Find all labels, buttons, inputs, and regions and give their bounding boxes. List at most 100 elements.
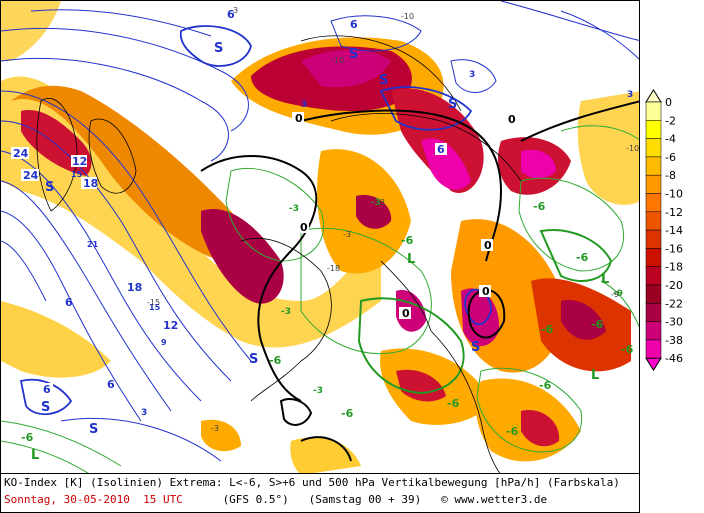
green-label: -6 bbox=[539, 379, 552, 392]
footer-meta: Sonntag, 30-05-2010 15 UTC (GFS 0.5°) (S… bbox=[4, 493, 547, 506]
footer-description: KO-Index [K] (Isolinien) Extrema: L<-6, … bbox=[4, 476, 620, 489]
scale-top-arrow bbox=[645, 89, 662, 103]
ko-index-negative-isolines bbox=[1, 125, 639, 473]
scale-label: -8 bbox=[665, 169, 676, 182]
scale-swatch bbox=[645, 303, 662, 322]
scale-swatch bbox=[645, 266, 662, 286]
scale-swatch bbox=[645, 248, 662, 267]
color-scale-svg: 0 -2 -4 -6 -8 -10 -12 -14 -16 -18 -20 -22 -30 -38 -46 bbox=[645, 89, 683, 372]
green-label: -3 bbox=[313, 386, 323, 396]
scale-swatch bbox=[645, 101, 662, 121]
blue-label: 3 bbox=[627, 90, 633, 100]
ko-index-isolines bbox=[1, 1, 639, 462]
green-label: -6 bbox=[401, 234, 414, 247]
scale-label: -2 bbox=[665, 114, 676, 127]
blue-label: 3 bbox=[141, 408, 147, 418]
shading-label: -10 bbox=[401, 12, 414, 21]
scale-swatch bbox=[645, 229, 662, 249]
scale-label: -20 bbox=[665, 279, 683, 292]
extrema-label: S bbox=[471, 340, 480, 355]
scale-swatch bbox=[645, 211, 662, 231]
blue-label: 6 bbox=[43, 383, 51, 396]
green-label: -6 bbox=[269, 354, 282, 367]
scale-label: -12 bbox=[665, 206, 683, 219]
blue-isoline-labels: 6 S 6 3 24 24 12 15 18 21 6 15 18 12 9 6… bbox=[11, 8, 633, 437]
green-label: -6 bbox=[576, 251, 589, 264]
extrema-label: S bbox=[379, 73, 388, 88]
scale-swatch bbox=[645, 174, 662, 194]
extrema-label: S bbox=[45, 180, 54, 195]
blue-label: S bbox=[41, 400, 50, 415]
scale-label: -22 bbox=[665, 297, 683, 310]
scale-label: -38 bbox=[665, 334, 683, 347]
green-label: L bbox=[31, 448, 39, 463]
green-label: -3 bbox=[371, 198, 381, 208]
blue-label: 6 bbox=[65, 296, 73, 309]
shading-label: 3 bbox=[233, 6, 238, 15]
blue-label: 18 bbox=[127, 281, 142, 294]
shading-label: -3 bbox=[211, 424, 219, 433]
green-label: L bbox=[407, 252, 415, 267]
coastlines bbox=[36, 35, 522, 473]
green-label: -6 bbox=[341, 407, 354, 420]
zero-label: 0 bbox=[402, 307, 410, 320]
ko-index-map: 6 S 6 3 24 24 12 15 18 21 6 15 18 12 9 6… bbox=[0, 0, 640, 474]
blue-label: 21 bbox=[87, 240, 99, 249]
scale-swatch bbox=[645, 120, 662, 139]
scale-label: -14 bbox=[665, 224, 683, 237]
map-footer: KO-Index [K] (Isolinien) Extrema: L<-6, … bbox=[0, 474, 640, 513]
blue-label: 15 bbox=[71, 170, 83, 179]
zero-label: 0 bbox=[295, 112, 303, 125]
scale-label: -30 bbox=[665, 316, 683, 329]
scale-label: -10 bbox=[665, 188, 683, 201]
blue-label: S bbox=[349, 47, 358, 62]
scale-label: -46 bbox=[665, 352, 683, 365]
zero-isoline bbox=[200, 100, 639, 462]
blue-label: 9 bbox=[161, 338, 167, 347]
model-run: (Samstag 00 + 39) bbox=[308, 493, 422, 506]
zero-label: 0 bbox=[300, 221, 308, 234]
scale-swatch bbox=[645, 193, 662, 213]
shading-label: -9 bbox=[611, 290, 619, 299]
blue-label: 12 bbox=[163, 319, 178, 332]
map-canvas: 6 S 6 3 24 24 12 15 18 21 6 15 18 12 9 6… bbox=[1, 1, 639, 473]
shading-label: -3 bbox=[343, 230, 351, 239]
blue-label: 6 bbox=[227, 8, 235, 21]
blue-label: 3 bbox=[301, 100, 307, 110]
extrema-label: S bbox=[249, 352, 258, 367]
scale-label: -4 bbox=[665, 133, 676, 146]
scale-swatch bbox=[645, 284, 662, 304]
zero-label: 0 bbox=[484, 239, 492, 252]
scale-swatch bbox=[645, 156, 662, 176]
shading-label: -10 bbox=[626, 144, 639, 153]
green-isoline-labels: -6 -6 -6 -3 -3 -6 L L -6 -6 -3 -6 -9 -6 … bbox=[21, 198, 634, 463]
shading-label: -15 bbox=[147, 298, 160, 307]
color-scale-legend: 0 -2 -4 -6 -8 -10 -12 -14 -16 -18 -20 -22 -30 -38 -46 bbox=[643, 88, 704, 388]
blue-label: 12 bbox=[72, 155, 87, 168]
zero-label: 0 bbox=[482, 285, 490, 298]
blue-label: S bbox=[214, 41, 223, 56]
green-label: -6 bbox=[591, 318, 604, 331]
blue-label: 6 bbox=[350, 18, 358, 31]
valid-date: Sonntag, 30-05-2010 15 UTC bbox=[4, 493, 183, 506]
green-label: -3 bbox=[289, 204, 299, 214]
shading-label: -18 bbox=[327, 264, 340, 273]
scale-bottom-arrow bbox=[645, 357, 662, 372]
green-label: L bbox=[601, 272, 609, 287]
blue-label: 15 bbox=[149, 303, 161, 312]
green-label: -6 bbox=[533, 200, 546, 213]
scale-label: 0 bbox=[665, 96, 672, 109]
blue-label: 6 bbox=[437, 143, 445, 156]
scale-swatch bbox=[645, 339, 662, 359]
green-label: -6 bbox=[506, 425, 519, 438]
vertical-motion-shading bbox=[1, 1, 639, 473]
zero-isoline-labels: 0 0 0 0 0 0 bbox=[292, 112, 517, 320]
green-label: -6 bbox=[21, 431, 34, 444]
blue-label: S bbox=[89, 422, 98, 437]
green-label: -6 bbox=[541, 323, 554, 336]
model-name: (GFS 0.5°) bbox=[222, 493, 289, 506]
scale-swatch bbox=[645, 321, 662, 341]
copyright: © www.wetter3.de bbox=[441, 493, 548, 506]
shading-label: -3 bbox=[377, 198, 385, 207]
green-label: L bbox=[591, 368, 599, 383]
